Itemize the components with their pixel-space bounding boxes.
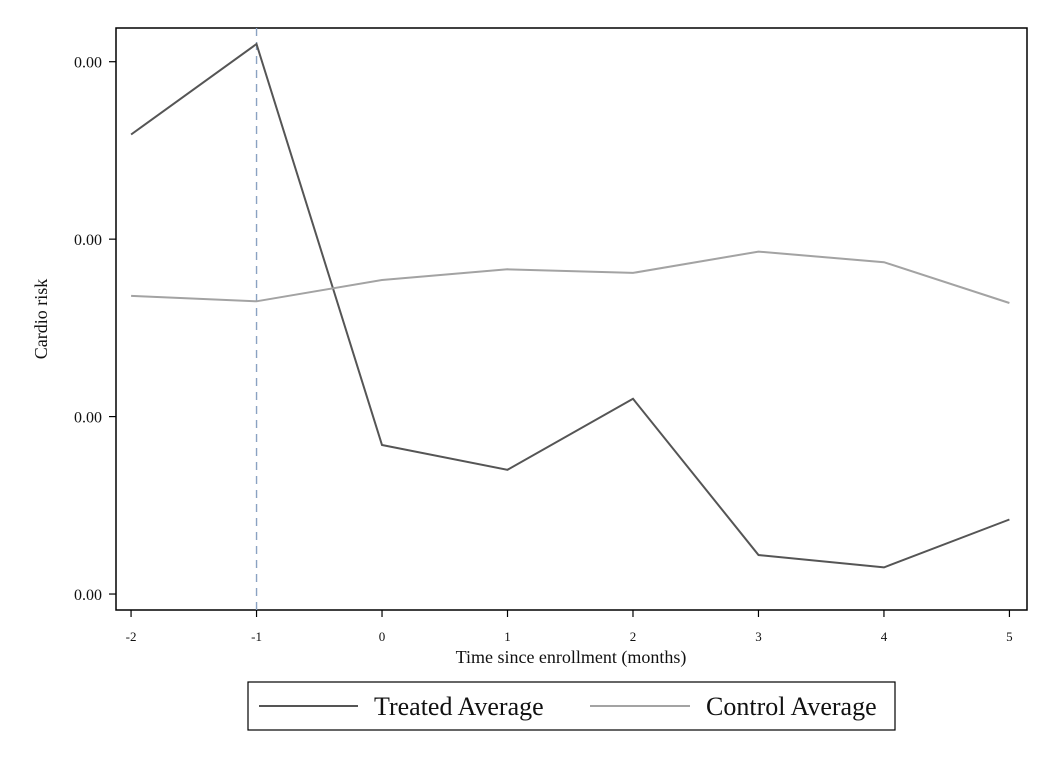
y-tick-label: 0.00 (74, 55, 102, 72)
x-tick-label: 4 (881, 629, 888, 644)
x-tick-label: 2 (630, 629, 637, 644)
x-tick-label: 3 (755, 629, 762, 644)
legend-label-control: Control Average (706, 692, 877, 721)
plot-frame (115, 27, 1028, 611)
y-tick-label: 0.00 (74, 410, 102, 427)
control-average-line (131, 250, 1010, 304)
y-axis-label: Cardio risk (31, 279, 51, 360)
y-tick-label: 0.00 (74, 232, 102, 249)
legend-label-treated: Treated Average (374, 692, 544, 721)
x-tick-label: 5 (1006, 629, 1013, 644)
legend: Treated Average Control Average (247, 681, 896, 731)
treated-average-line (130, 42, 1010, 569)
x-tick-label: 0 (379, 629, 386, 644)
y-tick-label: 0.00 (74, 587, 102, 604)
x-tick-label: -1 (251, 629, 262, 644)
x-tick-label: 1 (504, 629, 511, 644)
x-tick-label: -2 (126, 629, 137, 644)
x-axis-label: Time since enrollment (months) (456, 647, 687, 668)
